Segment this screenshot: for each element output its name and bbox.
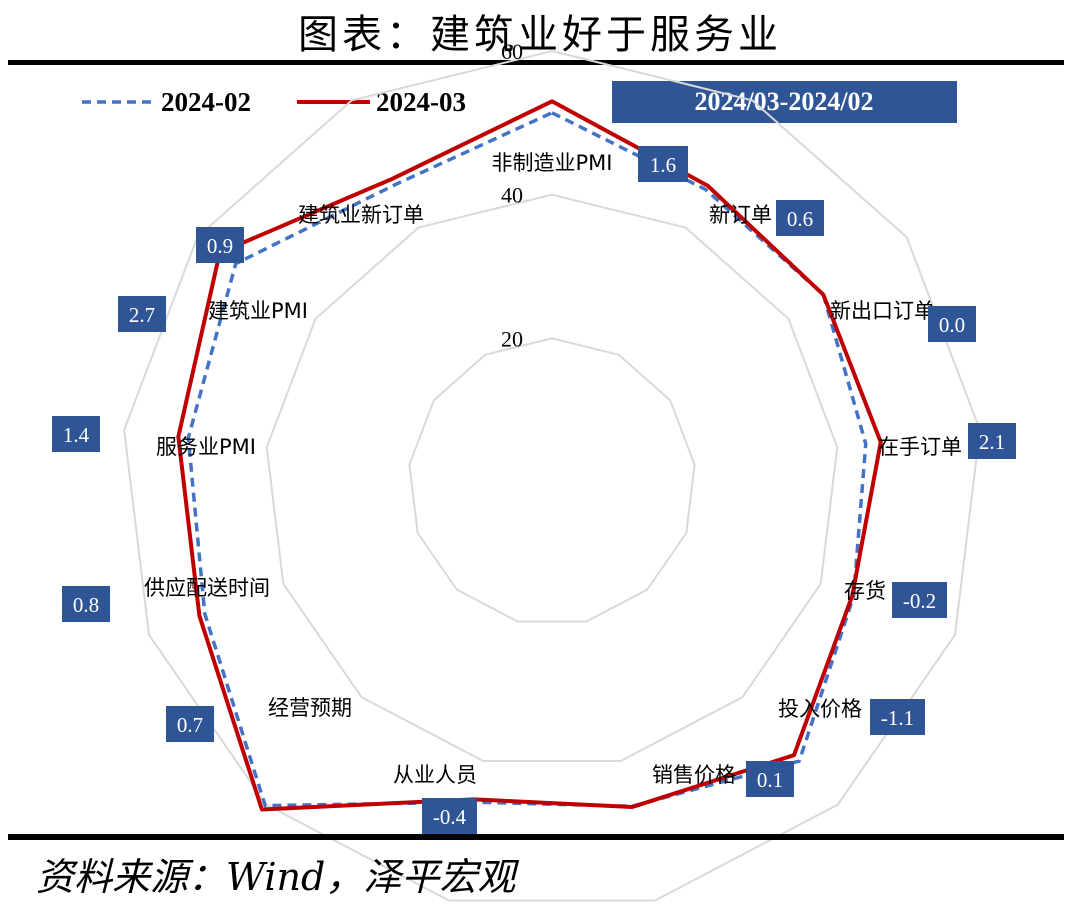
header-box: [612, 81, 957, 123]
difference-value: 0.6: [787, 207, 813, 231]
tick-label: 40: [501, 183, 523, 208]
source-note: 资料来源：Wind，泽平宏观: [36, 855, 516, 899]
chart-title: 图表：建筑业好于服务业: [298, 12, 782, 58]
difference-boxes: 1.6 0.6 0.0 2.1 -0.2 -1.1 0.1 -0.4 0.7 0.8 1.4 2.7 0…: [52, 146, 1016, 834]
tick-label: 20: [501, 326, 523, 351]
legend-label-2024-03: 2024-03: [376, 87, 466, 117]
difference-box: [892, 582, 947, 618]
difference-box: [968, 423, 1016, 459]
difference-box: [422, 798, 477, 834]
difference-box: [118, 296, 166, 332]
difference-value: -0.2: [903, 589, 936, 613]
tick-label: 60: [501, 39, 523, 64]
radar-grid: [123, 49, 981, 902]
legend: 2024-02 2024-03: [82, 87, 466, 117]
top-rule: [8, 60, 1064, 65]
series-line-2024-02: [186, 111, 868, 809]
difference-value: 0.8: [73, 593, 99, 617]
category-label: 建筑业PMI: [208, 299, 308, 323]
grid-ring-0: [408, 337, 696, 623]
category-label: 服务业PMI: [156, 435, 256, 459]
difference-box: [62, 586, 110, 622]
category-label: 经营预期: [268, 696, 352, 720]
difference-box: [776, 200, 824, 236]
difference-box: [52, 416, 100, 452]
difference-value: 0.1: [757, 768, 783, 792]
header-box-label: 2024/03-2024/02: [694, 87, 873, 116]
difference-box: [638, 146, 688, 182]
difference-value: 2.7: [129, 303, 155, 327]
grid-ring-1: [265, 193, 839, 762]
category-label: 供应配送时间: [144, 576, 270, 600]
category-label: 存货: [844, 579, 886, 603]
category-label: 投入价格: [778, 697, 862, 721]
difference-value: 0.9: [207, 234, 233, 258]
category-label: 销售价格: [652, 763, 736, 787]
difference-value: 1.6: [650, 153, 676, 177]
difference-value: -0.4: [433, 805, 467, 829]
difference-box: [870, 699, 925, 735]
category-label: 从业人员: [393, 763, 477, 787]
difference-box: [928, 306, 976, 342]
bottom-rule: [8, 834, 1064, 840]
difference-value: 1.4: [63, 423, 90, 447]
difference-box: [196, 227, 244, 263]
series-line-2024-03: [176, 99, 883, 812]
difference-value: -1.1: [881, 706, 914, 730]
grid-ring-2: [123, 49, 981, 902]
radar-series: [176, 99, 883, 812]
legend-label-2024-02: 2024-02: [161, 87, 251, 117]
difference-box: [166, 706, 214, 742]
category-label: 非制造业PMI: [492, 151, 613, 175]
difference-value: 0.7: [177, 713, 203, 737]
category-label: 新订单: [709, 203, 772, 227]
difference-value: 2.1: [979, 430, 1005, 454]
difference-box: [746, 761, 794, 797]
radar-tick-labels: 20 40 60: [501, 39, 523, 351]
difference-value: 0.0: [939, 313, 965, 337]
category-label: 在手订单: [878, 435, 962, 459]
category-label: 新出口订单: [830, 299, 935, 323]
category-label: 建筑业新订单: [298, 203, 424, 227]
